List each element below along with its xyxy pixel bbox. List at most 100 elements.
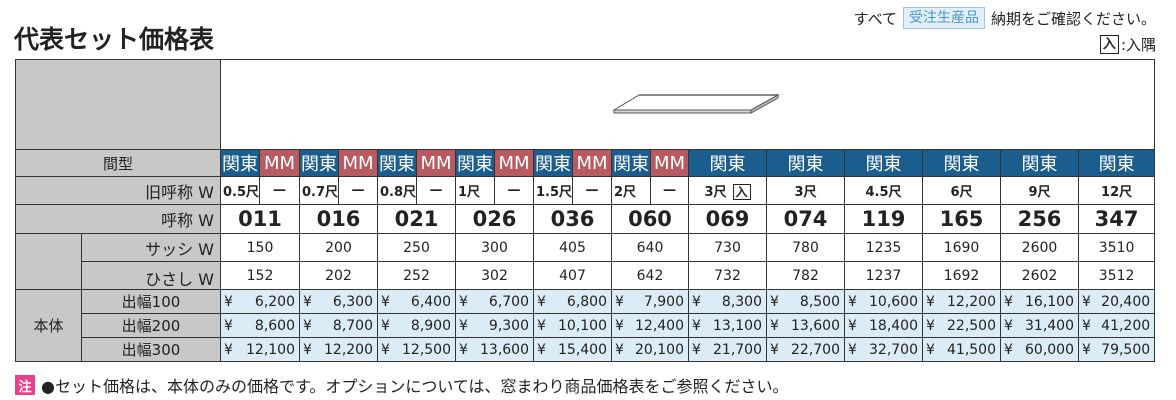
price-value: 6,700 <box>488 293 529 310</box>
price-cell: ¥13,100 <box>688 313 767 338</box>
region-type-cell: 関東 <box>220 149 260 177</box>
yen-symbol: ¥ <box>926 317 935 334</box>
price-cell: ¥22,500 <box>922 313 1001 338</box>
hisashi-width-cell: 642 <box>611 261 689 290</box>
price-value: 13,100 <box>713 317 762 334</box>
price-value: 7,900 <box>643 293 684 310</box>
mm-type-cell: MM <box>494 149 534 177</box>
yen-symbol: ¥ <box>926 293 935 310</box>
old-name-dash-cell: — <box>494 176 534 205</box>
yen-symbol: ¥ <box>303 341 312 358</box>
model-code-cell: 021 <box>377 204 456 234</box>
price-cell: ¥6,400 <box>377 289 456 314</box>
price-value: 6,300 <box>332 293 373 310</box>
yen-symbol: ¥ <box>224 293 233 310</box>
hisashi-width-cell: 202 <box>299 261 378 290</box>
price-cell: ¥10,100 <box>533 313 612 338</box>
price-cell: ¥20,100 <box>611 337 689 362</box>
price-value: 16,100 <box>1025 293 1074 310</box>
yen-symbol: ¥ <box>1004 293 1013 310</box>
old-name-cell: 0.7尺 <box>299 176 339 205</box>
inner-corner-mark: 入 <box>1099 35 1119 54</box>
legend-text: :入隅 <box>1120 36 1156 54</box>
price-value: 21,700 <box>713 341 762 358</box>
hisashi-width-label: ひさし W <box>145 270 214 289</box>
price-value: 60,000 <box>1025 341 1074 358</box>
price-value: 6,200 <box>254 293 295 310</box>
price-value: 6,800 <box>566 293 607 310</box>
price-value: 22,500 <box>947 317 996 334</box>
price-value: 8,600 <box>254 317 295 334</box>
price-value: 41,500 <box>947 341 996 358</box>
corner-cell <box>15 59 221 150</box>
yen-symbol: ¥ <box>692 317 701 334</box>
price-cell: ¥31,400 <box>1000 313 1079 338</box>
price-value: 31,400 <box>1025 317 1074 334</box>
model-code-cell: 256 <box>1000 204 1079 234</box>
yen-symbol: ¥ <box>224 341 233 358</box>
price-value: 9,300 <box>488 317 529 334</box>
price-cell: ¥12,200 <box>299 337 378 362</box>
projection-300-label: 出幅300 <box>81 337 221 362</box>
yen-symbol: ¥ <box>848 293 857 310</box>
yen-symbol: ¥ <box>381 317 390 334</box>
region-type-cell: 関東 <box>688 149 767 177</box>
model-code-cell: 011 <box>220 204 300 234</box>
yen-symbol: ¥ <box>459 317 468 334</box>
sash-width-cell: 150 <box>220 233 300 262</box>
price-value: 8,300 <box>721 293 762 310</box>
yen-symbol: ¥ <box>537 341 546 358</box>
price-value: 12,200 <box>947 293 996 310</box>
mm-type-cell: MM <box>650 149 689 177</box>
old-name-text: 9尺 <box>1028 185 1051 200</box>
yen-symbol: ¥ <box>615 293 624 310</box>
hisashi-width-cell: 252 <box>377 261 456 290</box>
hisashi-width-cell: 1692 <box>922 261 1001 290</box>
model-code-cell: 060 <box>611 204 689 234</box>
model-code-cell: 016 <box>299 204 378 234</box>
mm-type-cell: MM <box>572 149 612 177</box>
region-type-cell: 関東 <box>766 149 845 177</box>
price-value: 12,500 <box>402 341 451 358</box>
price-cell: ¥12,400 <box>611 313 689 338</box>
old-name-text: 6尺 <box>950 185 973 200</box>
old-name-dash-cell: — <box>259 176 300 205</box>
yen-symbol: ¥ <box>303 317 312 334</box>
price-cell: ¥21,700 <box>688 337 767 362</box>
sash-width-cell: 250 <box>377 233 456 262</box>
hisashi-width-cell: 407 <box>533 261 612 290</box>
region-type-cell: 関東 <box>455 149 495 177</box>
price-value: 41,200 <box>1101 317 1151 334</box>
price-cell: ¥6,300 <box>299 289 378 314</box>
yen-symbol: ¥ <box>615 341 624 358</box>
price-value: 13,600 <box>791 317 840 334</box>
price-cell: ¥16,100 <box>1000 289 1079 314</box>
price-cell: ¥13,600 <box>766 313 845 338</box>
region-type-cell: 関東 <box>1000 149 1079 177</box>
sash-width-cell: 200 <box>299 233 378 262</box>
price-value: 8,500 <box>799 293 840 310</box>
price-cell: ¥41,500 <box>922 337 1001 362</box>
price-cell: ¥18,400 <box>844 313 923 338</box>
hisashi-width-cell: 2602 <box>1000 261 1079 290</box>
price-cell: ¥60,000 <box>1000 337 1079 362</box>
price-value: 12,400 <box>635 317 684 334</box>
old-name-dash-cell: — <box>650 176 689 205</box>
sash-width-cell: 405 <box>533 233 612 262</box>
sash-width-cell: 3510 <box>1077 233 1156 262</box>
projection-100-label: 出幅100 <box>81 289 221 314</box>
sash-width-cell: 1235 <box>844 233 923 262</box>
yen-symbol: ¥ <box>1082 293 1091 310</box>
sash-width-cell: 780 <box>766 233 845 262</box>
old-name-cell: 3尺入 <box>688 176 767 205</box>
region-type-cell: 関東 <box>1077 149 1156 177</box>
price-value: 15,400 <box>558 341 607 358</box>
footnote-text: ●セット価格は、本体のみの価格です。オプションについては、窓まわり商品価格表をご… <box>41 377 789 396</box>
yen-symbol: ¥ <box>692 293 701 310</box>
price-value: 8,700 <box>332 317 373 334</box>
yen-symbol: ¥ <box>848 317 857 334</box>
region-type-cell: 関東 <box>611 149 651 177</box>
price-value: 20,400 <box>1101 293 1151 310</box>
awning-illustration <box>612 94 780 114</box>
yen-symbol: ¥ <box>459 293 468 310</box>
